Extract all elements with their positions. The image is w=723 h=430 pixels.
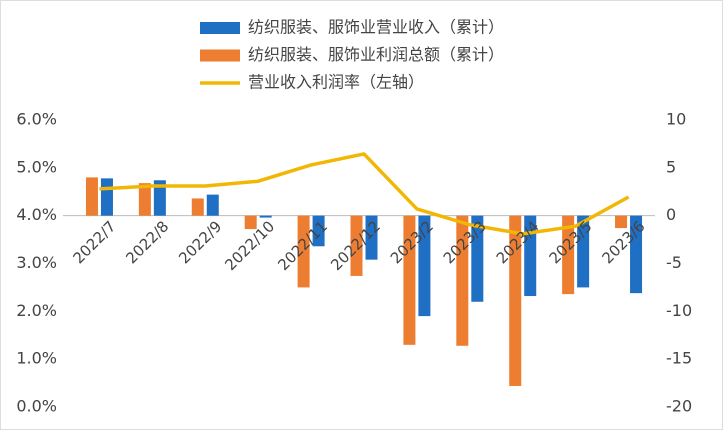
y-tick-label: 0.0% bbox=[16, 397, 57, 416]
bar bbox=[100, 178, 113, 216]
y-tick-label: 2.0% bbox=[16, 301, 57, 320]
y-tick-label: 5.0% bbox=[16, 157, 57, 176]
bar bbox=[350, 215, 363, 276]
bar bbox=[297, 215, 310, 288]
y-tick-label: 1.0% bbox=[16, 349, 57, 368]
bar bbox=[630, 215, 643, 294]
legend-label: 营业收入利润率（左轴） bbox=[248, 73, 424, 92]
y2-tick-label: -15 bbox=[666, 349, 692, 368]
y2-tick-label: 0 bbox=[666, 205, 676, 224]
legend-label: 纺织服装、服饰业营业收入（累计） bbox=[248, 18, 504, 37]
legend-swatch bbox=[200, 22, 240, 34]
bar bbox=[153, 180, 166, 216]
bar bbox=[615, 215, 628, 229]
y2-tick-label: -5 bbox=[666, 253, 682, 272]
bar bbox=[471, 215, 484, 302]
bar bbox=[85, 177, 98, 216]
bar bbox=[509, 215, 522, 386]
bar bbox=[562, 215, 575, 295]
y-tick-label: 6.0% bbox=[16, 110, 57, 129]
y2-tick-label: 5 bbox=[666, 157, 676, 176]
bar bbox=[418, 215, 431, 317]
bar bbox=[138, 183, 151, 216]
y2-tick-label: -20 bbox=[666, 397, 692, 416]
bar bbox=[312, 215, 325, 247]
y2-tick-label: -10 bbox=[666, 301, 692, 320]
bar bbox=[577, 215, 590, 288]
y-tick-label: 3.0% bbox=[16, 253, 57, 272]
bar bbox=[403, 215, 416, 345]
bar bbox=[206, 194, 219, 216]
y2-tick-label: 10 bbox=[666, 110, 686, 129]
bar bbox=[365, 215, 378, 260]
bar bbox=[524, 215, 537, 297]
legend-swatch bbox=[200, 49, 240, 62]
bar bbox=[456, 215, 469, 346]
line bbox=[99, 152, 630, 236]
legend-label: 纺织服装、服饰业利润总额（累计） bbox=[248, 45, 504, 64]
bar bbox=[244, 215, 257, 230]
bar bbox=[191, 198, 204, 216]
y-tick-label: 4.0% bbox=[16, 205, 57, 224]
bar bbox=[259, 215, 272, 218]
